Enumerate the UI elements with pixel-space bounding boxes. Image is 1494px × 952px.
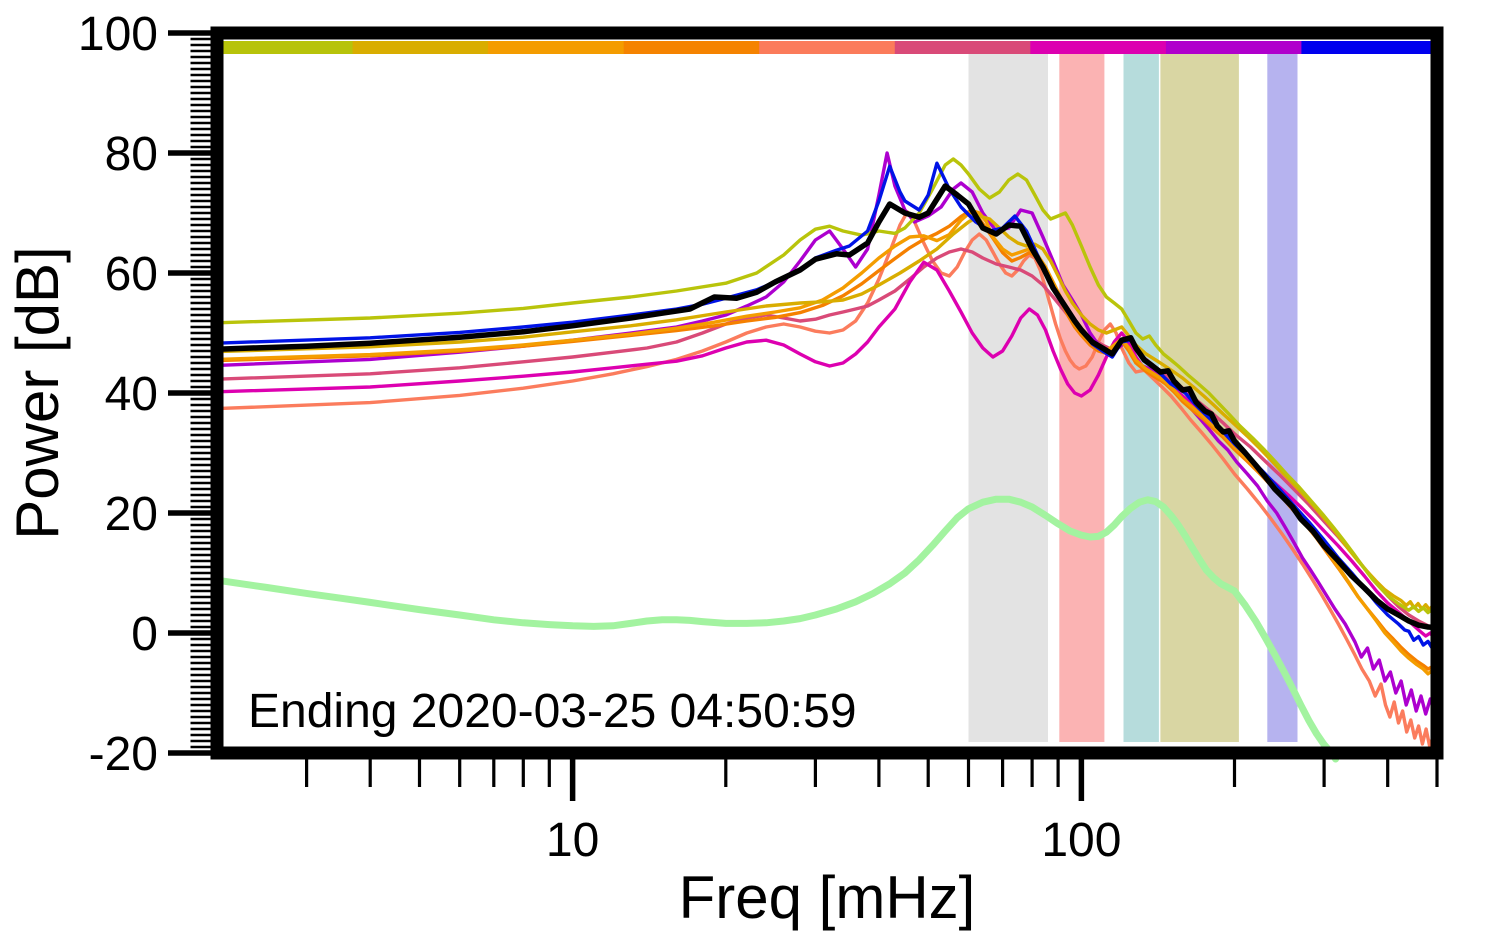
series-purple	[215, 151, 1439, 716]
colorbar-seg-gold	[352, 41, 489, 54]
band-pink	[1059, 54, 1105, 742]
series-lightgreen	[213, 495, 1340, 763]
colorbar-seg-magenta	[1030, 41, 1167, 54]
y-tick-label: 60	[105, 248, 158, 301]
y-tick-label: 40	[105, 368, 158, 421]
series-magenta	[215, 260, 1439, 641]
y-tick-label: 20	[105, 488, 158, 541]
colorbar-seg-blue	[1301, 41, 1438, 54]
colorbar-seg-yellowgreen	[217, 41, 354, 54]
colorbar-seg-darkorange	[623, 41, 760, 54]
annotation-ending-timestamp: Ending 2020-03-25 04:50:59	[248, 685, 857, 738]
y-tick-label: 100	[78, 8, 158, 61]
colorbar-seg-crimson	[894, 41, 1031, 54]
colorbar-seg-orange	[488, 41, 625, 54]
series-black	[214, 183, 1440, 631]
colorbar-seg-purple	[1165, 41, 1303, 54]
y-axis-title: Power [dB]	[4, 246, 71, 540]
y-tick-label: 0	[131, 608, 158, 661]
colorbar-seg-salmon	[759, 41, 896, 54]
band-gray	[968, 54, 1048, 742]
series-blue	[215, 161, 1439, 651]
x-axis-title: Freq [mHz]	[678, 864, 976, 931]
band-lavender	[1267, 54, 1298, 742]
plot-frame	[210, 26, 1444, 760]
y-tick-label: -20	[89, 728, 158, 781]
y-tick-label: 80	[105, 128, 158, 181]
series-gold	[215, 214, 1439, 612]
band-teal	[1123, 54, 1159, 742]
series-salmon	[215, 210, 1439, 752]
x-tick-label: 100	[1041, 814, 1121, 867]
x-tick-label: 10	[546, 814, 599, 867]
series-yellowgreen	[215, 157, 1439, 615]
